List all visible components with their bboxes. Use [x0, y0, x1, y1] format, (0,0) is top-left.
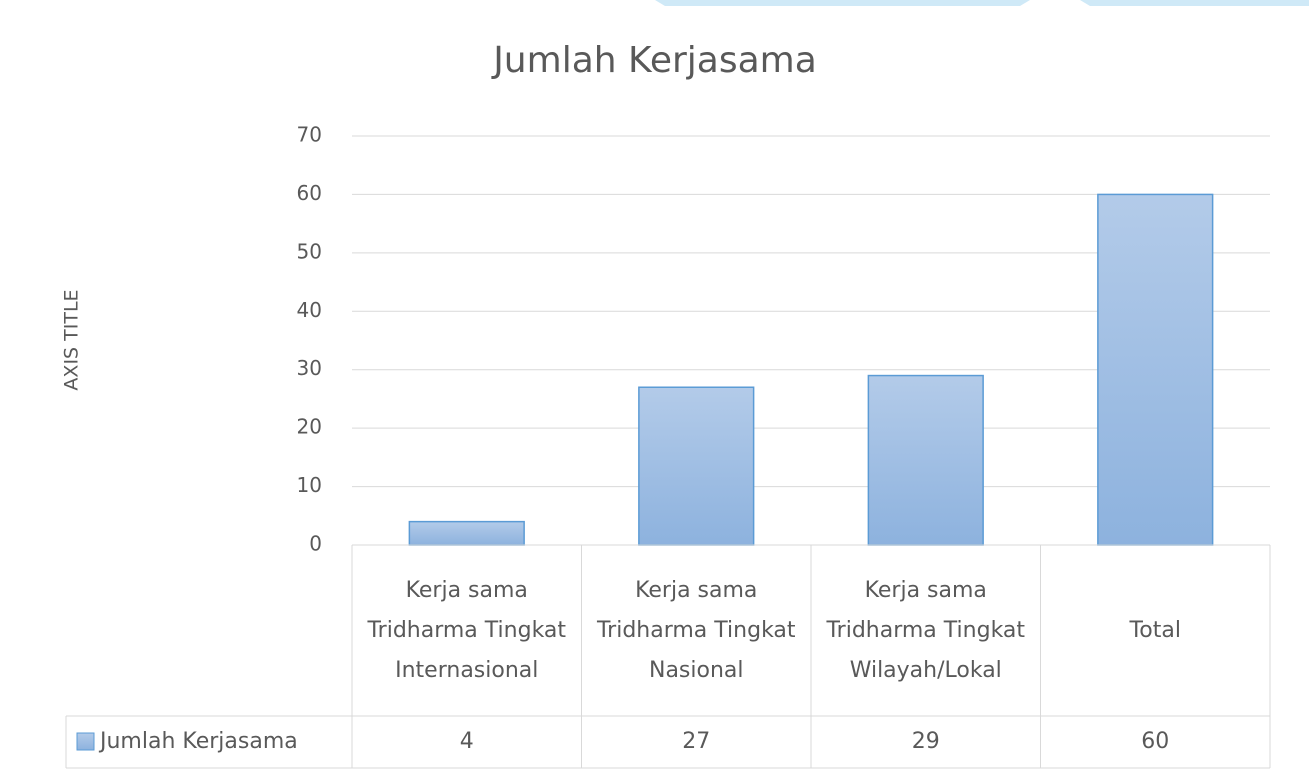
chart-title: Jumlah Kerjasama [491, 40, 817, 81]
x-tick-label: Total [1129, 617, 1181, 643]
legend-key [76, 732, 95, 751]
bar [1097, 193, 1214, 546]
table-value: 29 [911, 729, 940, 754]
x-tick-label: Kerja sama Tridharma Tingkat Wilayah/Lok… [826, 577, 1026, 683]
bar [867, 374, 984, 546]
table-value: 27 [682, 729, 711, 754]
y-tick-label: 20 [297, 415, 322, 439]
x-tick-label: Kerja sama Tridharma Tingkat Nasional [596, 577, 796, 683]
y-tick-label: 70 [297, 123, 322, 147]
table-value: 4 [459, 729, 474, 754]
decoration [655, 0, 1030, 6]
y-tick-label: 0 [309, 532, 322, 556]
y-tick-label: 60 [297, 181, 322, 205]
bar [638, 386, 755, 546]
table-value: 60 [1141, 729, 1170, 754]
y-tick-label: 10 [297, 473, 322, 497]
legend-label: Jumlah Kerjasama [98, 729, 298, 754]
y-tick-label: 50 [297, 239, 322, 263]
y-tick-label: 30 [297, 356, 322, 380]
bar [408, 520, 525, 546]
axis-title: AXIS TITLE [61, 289, 83, 390]
x-tick-label: Kerja sama Tridharma Tingkat Internasion… [367, 577, 567, 683]
y-tick-label: 40 [297, 298, 322, 322]
decoration [1080, 0, 1309, 6]
